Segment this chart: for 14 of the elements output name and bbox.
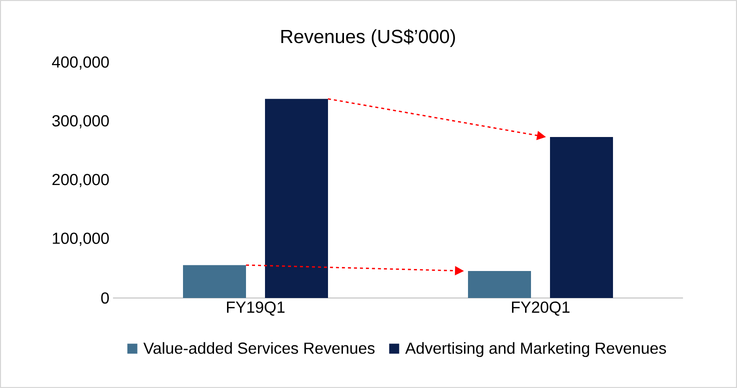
y-tick-label: 400,000 bbox=[52, 56, 109, 70]
chart-title: Revenues (US$’000) bbox=[281, 29, 455, 47]
bar bbox=[468, 270, 531, 298]
legend-label: Advertising and Marketing Revenues bbox=[405, 342, 666, 358]
y-tick-label: 300,000 bbox=[52, 115, 109, 128]
y-tick-label: 200,000 bbox=[52, 174, 109, 188]
x-tick-label: FY19Q1 bbox=[227, 302, 285, 316]
y-tick-label: 0 bbox=[101, 292, 109, 304]
x-tick-label: FY20Q1 bbox=[512, 302, 570, 316]
bar bbox=[183, 265, 246, 298]
y-tick-label: 100,000 bbox=[52, 232, 109, 246]
legend-label: Value-added Services Revenues bbox=[143, 342, 375, 354]
bar bbox=[265, 98, 328, 298]
bar bbox=[550, 137, 613, 298]
